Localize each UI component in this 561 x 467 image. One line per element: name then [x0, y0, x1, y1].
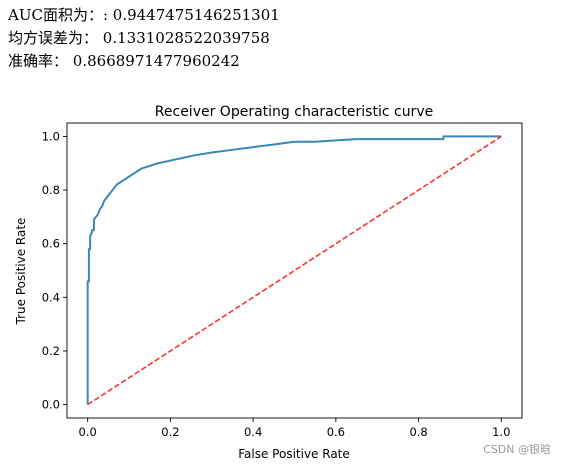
cell-output-text: AUC面积为：: 0.9447475146251301 均方误差为： 0.133…	[8, 4, 280, 73]
mse-label: 均方误差为：	[8, 29, 99, 47]
accuracy-label: 准确率：	[8, 52, 69, 70]
x-tick-label: 0.8	[409, 425, 427, 439]
x-tick-label: 0.6	[327, 425, 345, 439]
x-tick-label: 0.4	[244, 425, 262, 439]
mse-line: 均方误差为： 0.1331028522039758	[8, 27, 280, 50]
chart-title: Receiver Operating characteristic curve	[155, 104, 433, 120]
x-tick-label: 0.0	[79, 425, 97, 439]
watermark: CSDN @银晗	[483, 443, 551, 456]
plot-area: 0.0 0.2 0.4 0.6 0.8 1.0 0.0 0.2 0.4 0.6 0.8 1.0	[42, 122, 523, 439]
mse-value: 0.1331028522039758	[102, 29, 270, 47]
accuracy-line: 准确率： 0.8668971477960242	[8, 50, 280, 73]
y-tick-label: 0.6	[42, 237, 60, 251]
auc-value: 0.9447475146251301	[112, 6, 280, 24]
accuracy-value: 0.8668971477960242	[72, 52, 240, 70]
roc-curve-line	[86, 135, 502, 405]
y-tick-label: 0.0	[42, 398, 60, 412]
diagonal-reference-line	[87, 135, 502, 406]
y-tick-label: 0.4	[42, 290, 60, 304]
y-tick-label: 1.0	[42, 129, 60, 143]
y-tick-label: 0.2	[42, 344, 60, 358]
x-tick-label: 1.0	[492, 425, 510, 439]
plot-frame	[66, 122, 523, 419]
y-tick-label: 0.8	[42, 183, 60, 197]
auc-label: AUC面积为：	[8, 6, 103, 24]
y-axis-label: True Positive Rate	[14, 218, 28, 326]
x-tick-label: 0.2	[161, 425, 179, 439]
auc-line: AUC面积为：: 0.9447475146251301	[8, 6, 280, 24]
x-axis-label: False Positive Rate	[238, 447, 350, 461]
